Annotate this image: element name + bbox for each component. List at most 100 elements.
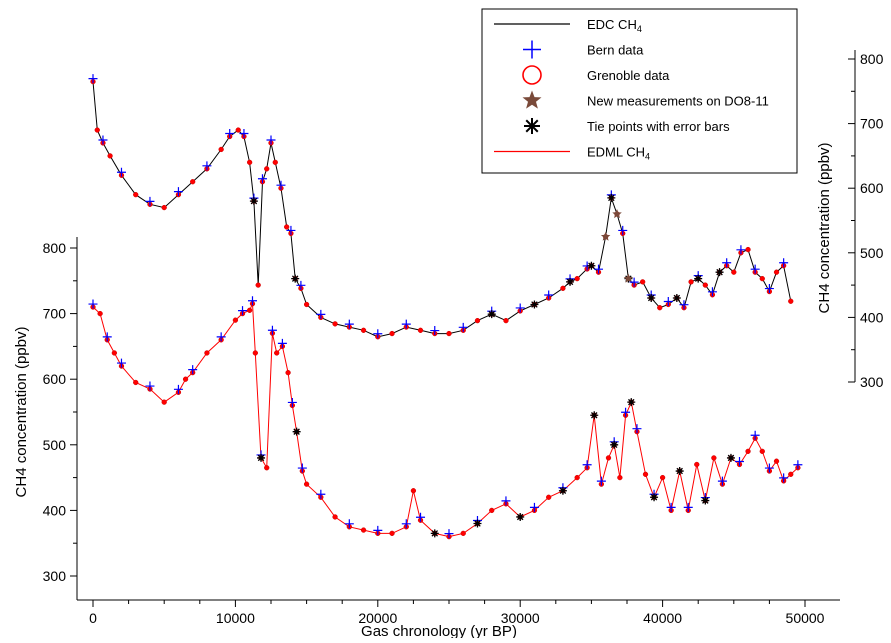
legend-item-tie: Tie points with error bars <box>524 118 730 134</box>
plus-marker <box>529 502 539 512</box>
grenoble-point <box>332 321 338 327</box>
series-layer <box>88 74 803 540</box>
left-y-axis-title: CH4 concentration (ppbv) <box>13 327 30 498</box>
grenoble-point <box>788 298 794 304</box>
grenoble-point <box>303 301 310 308</box>
plus-marker <box>88 299 98 309</box>
grenoble-point <box>252 350 258 356</box>
left-y-tick-label: 700 <box>43 306 67 322</box>
plus-marker <box>750 430 760 440</box>
plus-marker <box>247 296 257 306</box>
plus-marker <box>88 74 98 84</box>
asterisk-marker <box>530 300 539 309</box>
grenoble-point <box>503 317 509 324</box>
grenoble-point <box>642 471 649 477</box>
grenoble-point <box>417 327 424 333</box>
asterisk-marker <box>566 277 575 286</box>
legend-circle-icon <box>522 65 542 85</box>
grenoble-point <box>617 474 623 481</box>
plus-marker <box>632 424 642 434</box>
grenoble-point <box>446 330 452 337</box>
grenoble-point <box>489 507 495 514</box>
grenoble-point <box>303 481 310 487</box>
right-y-tick-label: 800 <box>860 51 884 67</box>
grenoble-point <box>107 153 113 159</box>
grenoble-point <box>264 166 270 172</box>
legend-item-grenoble: Grenoble data <box>522 65 670 85</box>
plus-marker <box>683 502 693 512</box>
grenoble-point <box>773 269 780 275</box>
grenoble-point <box>605 455 612 461</box>
grenoble-point <box>133 379 139 386</box>
asterisk-marker <box>610 440 619 449</box>
grenoble-point <box>255 282 261 288</box>
legend-asterisk-icon <box>524 118 540 134</box>
grenoble-point <box>759 448 765 455</box>
plus-marker <box>287 397 297 407</box>
asterisk-marker <box>701 496 710 505</box>
asterisk-marker <box>292 427 301 436</box>
grenoble-point <box>694 461 700 468</box>
grenoble-point <box>460 530 466 537</box>
plus-marker <box>286 225 296 235</box>
asterisk-marker <box>257 453 266 462</box>
plus-marker <box>257 174 267 184</box>
legend-label-new: New measurements on DO8-11 <box>587 94 769 109</box>
left-y-tick-label: 300 <box>43 568 67 584</box>
new-measurement-star <box>612 209 622 219</box>
x-tick-label: 0 <box>89 610 97 626</box>
grenoble-point <box>574 275 580 282</box>
plus-marker <box>764 284 774 294</box>
x-tick-label: 40000 <box>643 610 682 626</box>
grenoble-point <box>285 369 291 376</box>
legend-label-tie: Tie points with error bars <box>587 119 730 134</box>
legend-label-bern: Bern data <box>587 43 644 58</box>
grenoble-point <box>218 146 224 153</box>
plus-marker <box>779 473 789 483</box>
plus-marker <box>276 180 286 190</box>
asterisk-marker <box>672 294 681 303</box>
plus-marker <box>515 303 525 313</box>
plus-marker <box>316 489 326 499</box>
legend-label-edc: EDC CH4 <box>587 17 642 34</box>
legend-item-edc: EDC CH4 <box>494 17 642 34</box>
plus-marker <box>102 332 112 342</box>
grenoble-point <box>204 350 210 356</box>
plus-marker <box>373 329 383 339</box>
grenoble-point <box>640 279 646 285</box>
grenoble-point <box>788 471 794 477</box>
right-y-tick-label: 500 <box>860 245 884 261</box>
plus-marker <box>734 456 744 466</box>
grenoble-point <box>182 376 189 382</box>
left-y-tick-label: 800 <box>43 240 67 256</box>
grenoble-point <box>111 350 118 356</box>
right-y-axis-title: CH4 concentration (ppbv) <box>816 143 833 314</box>
new-measurement-star <box>623 273 634 283</box>
grenoble-point <box>389 330 395 337</box>
grenoble-point <box>659 474 666 481</box>
plus-marker <box>629 277 639 287</box>
asterisk-marker <box>647 294 656 303</box>
grenoble-point <box>284 224 290 230</box>
plus-marker <box>173 384 183 394</box>
legend-item-new: New measurements on DO8-11 <box>522 90 769 109</box>
axes-layer: 0 10000 20000 30000 40000 50000 Gas chronology… <box>13 50 884 640</box>
plus-marker <box>544 290 554 300</box>
asterisk-marker <box>726 453 735 462</box>
grenoble-point <box>702 282 708 288</box>
grenoble-point <box>759 275 765 282</box>
plus-marker <box>679 300 689 310</box>
plus-marker <box>736 245 746 255</box>
legend-label-edml: EDML CH4 <box>587 145 650 162</box>
asterisk-marker <box>291 274 300 283</box>
plus-marker <box>444 529 454 539</box>
right-y-tick-label: 300 <box>860 374 884 390</box>
asterisk-marker <box>627 398 636 407</box>
plus-marker <box>501 496 511 506</box>
plus-marker <box>296 280 306 290</box>
asterisk-marker <box>249 197 258 206</box>
plus-marker <box>594 264 604 274</box>
grenoble-point <box>574 474 580 481</box>
right-y-tick-label: 400 <box>860 309 884 325</box>
